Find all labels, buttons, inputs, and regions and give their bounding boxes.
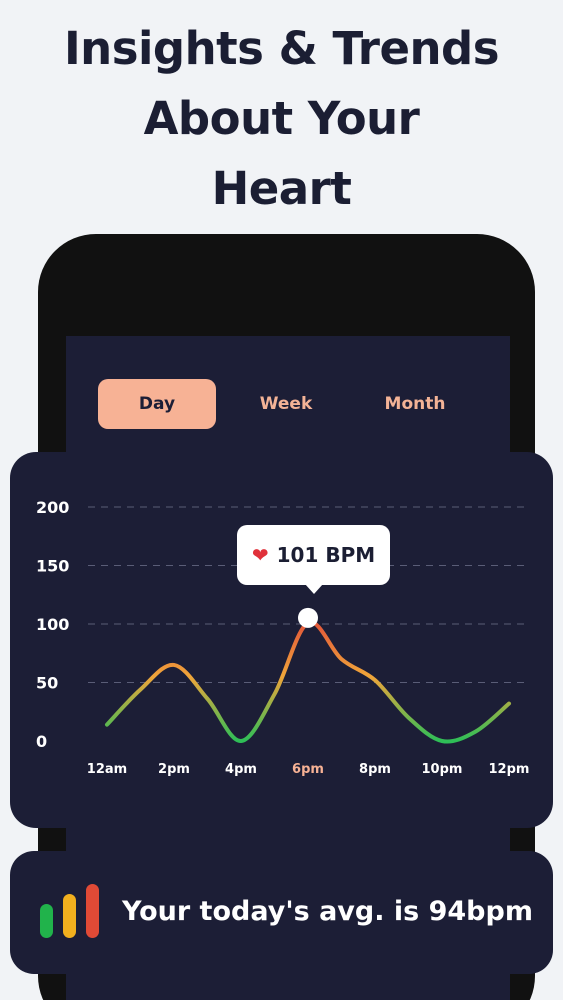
x-tick-label: 6pm [292,762,324,777]
x-tick-label: 4pm [225,762,257,777]
signal-bar [86,884,99,938]
y-tick-label: 50 [36,674,58,693]
tooltip-value: 101 BPM [276,543,376,567]
headline-line-3: Heart [211,162,352,215]
highlight-point[interactable] [298,607,318,628]
tab-month[interactable]: Month [384,394,446,414]
headline-line-1: Insights & Trends [63,22,500,75]
bpm-tooltip: ❤ 101 BPM [237,525,390,594]
x-tick-label: 10pm [422,762,463,777]
series-line [105,620,511,744]
x-tick-label: 12am [87,762,127,777]
x-tick-label: 8pm [359,762,391,777]
y-tick-label: 200 [36,498,69,517]
y-tick-label: 150 [36,557,69,576]
heart-icon: ❤ [251,543,269,567]
x-tick-label: 2pm [158,762,190,777]
x-tick-label: 12pm [489,762,530,777]
y-tick-label: 0 [36,732,47,751]
tab-day[interactable]: Day [98,379,216,429]
average-text: Your today's avg. is 94bpm [122,896,533,927]
y-tick-label: 100 [36,615,69,634]
signal-bars-icon [40,884,99,938]
headline: Insights & Trends About Your Heart [0,14,563,224]
signal-bar [40,904,53,938]
tab-week[interactable]: Week [259,394,313,414]
signal-bar [63,894,76,938]
headline-line-2: About Your [143,92,420,145]
heart-rate-chart-card [10,452,553,828]
average-card [10,851,553,974]
